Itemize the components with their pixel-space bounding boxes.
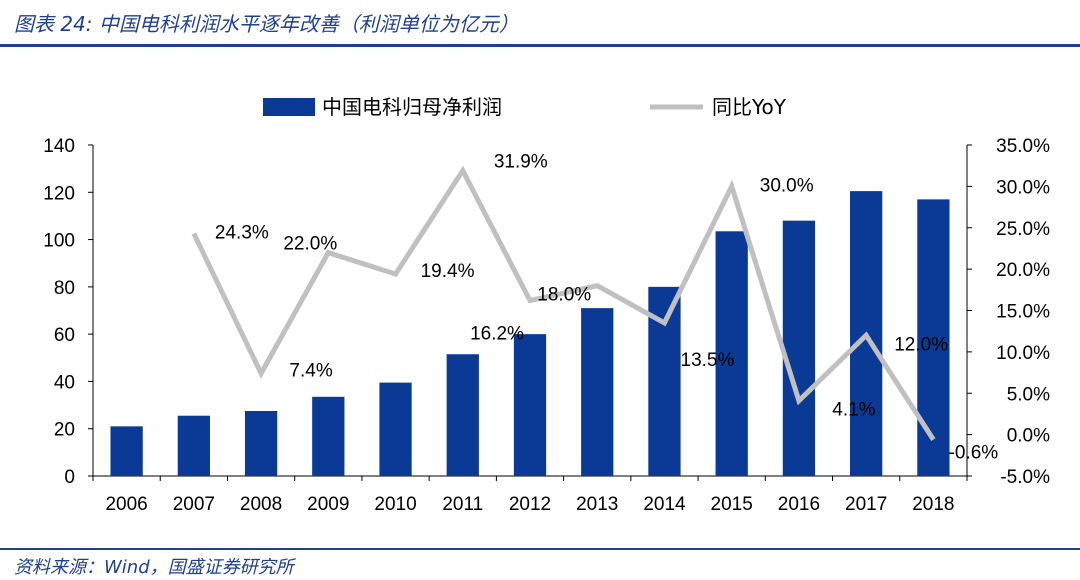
x-axis-tick-label: 2007 <box>173 494 215 515</box>
source-note: 资料来源：Wind，国盛证券研究所 <box>14 557 294 578</box>
x-axis-tick-label: 2011 <box>442 494 483 515</box>
x-axis-tick-label: 2017 <box>845 494 887 515</box>
left-axis-tick-label: 60 <box>54 325 75 346</box>
right-axis-tick-label: 0.0% <box>1007 426 1050 447</box>
bar-2011 <box>446 354 479 476</box>
legend-line-label: 同比YoY <box>712 95 787 119</box>
yoy-data-label-2011: 31.9% <box>494 152 548 173</box>
yoy-data-label-2017: 12.0% <box>894 334 948 355</box>
bar-2016 <box>782 220 816 476</box>
right-axis-tick-label: -5.0% <box>1000 467 1050 488</box>
bar-2015 <box>715 231 748 476</box>
footer-rule <box>0 548 1080 550</box>
right-axis-tick-label: 35.0% <box>996 136 1050 157</box>
bar-2018 <box>917 199 950 476</box>
chart-title: 图表 24: 中国电科利润水平逐年改善（利润单位为亿元） <box>14 12 519 36</box>
right-axis-tick-label: 20.0% <box>996 260 1050 281</box>
left-axis-tick-label: 140 <box>43 136 75 157</box>
left-axis-tick-label: 40 <box>54 372 75 393</box>
bar-2009 <box>312 396 345 476</box>
left-axis-tick-label: 80 <box>54 278 75 299</box>
yoy-data-label-2013: 18.0% <box>537 285 591 306</box>
left-axis-tick-label: 120 <box>43 183 75 204</box>
right-axis-tick-label: 30.0% <box>996 177 1050 198</box>
yoy-data-label-2010: 19.4% <box>421 261 475 282</box>
right-axis-tick-label: 5.0% <box>1007 384 1050 405</box>
yoy-data-label-2014: 13.5% <box>681 350 735 371</box>
x-axis-tick-label: 2008 <box>240 494 282 515</box>
x-axis-tick-label: 2015 <box>711 494 753 515</box>
right-axis-tick-label: 10.0% <box>996 343 1050 364</box>
bar-2006 <box>110 426 143 476</box>
bar-2012 <box>513 334 547 476</box>
legend-bar-label: 中国电科归母净利润 <box>322 95 502 119</box>
x-axis-tick-label: 2014 <box>643 494 686 515</box>
x-axis-tick-label: 2009 <box>307 494 349 515</box>
x-axis-tick-label: 2013 <box>576 494 618 515</box>
yoy-data-label-2007: 24.3% <box>215 223 269 244</box>
legend-bar-swatch <box>263 98 315 116</box>
yoy-data-label-2012: 16.2% <box>470 324 524 345</box>
x-axis-tick-label: 2010 <box>374 494 416 515</box>
right-axis-tick-label: 15.0% <box>996 302 1050 323</box>
x-axis-tick-label: 2016 <box>778 494 820 515</box>
bar-2008 <box>244 410 278 476</box>
yoy-line <box>191 165 936 441</box>
right-axis-tick-label: 25.0% <box>996 219 1050 240</box>
yoy-data-label-2015: 30.0% <box>760 175 814 196</box>
bar-2013 <box>581 308 614 476</box>
bar-2007 <box>177 415 210 476</box>
yoy-data-label-2016: 4.1% <box>832 400 875 421</box>
x-axis-tick-label: 2012 <box>509 494 551 515</box>
title-rule <box>0 44 1080 47</box>
bar-2010 <box>379 382 412 476</box>
left-axis-tick-label: 20 <box>54 420 75 441</box>
x-axis-tick-label: 2006 <box>105 494 147 515</box>
yoy-data-label-2008: 7.4% <box>289 360 332 381</box>
left-axis-tick-label: 100 <box>43 231 75 252</box>
yoy-data-label-2018: -0.6% <box>949 443 999 464</box>
yoy-data-label-2009: 22.0% <box>283 234 337 255</box>
left-axis-tick-label: 0 <box>64 467 75 488</box>
x-axis-tick-label: 2018 <box>912 494 954 515</box>
